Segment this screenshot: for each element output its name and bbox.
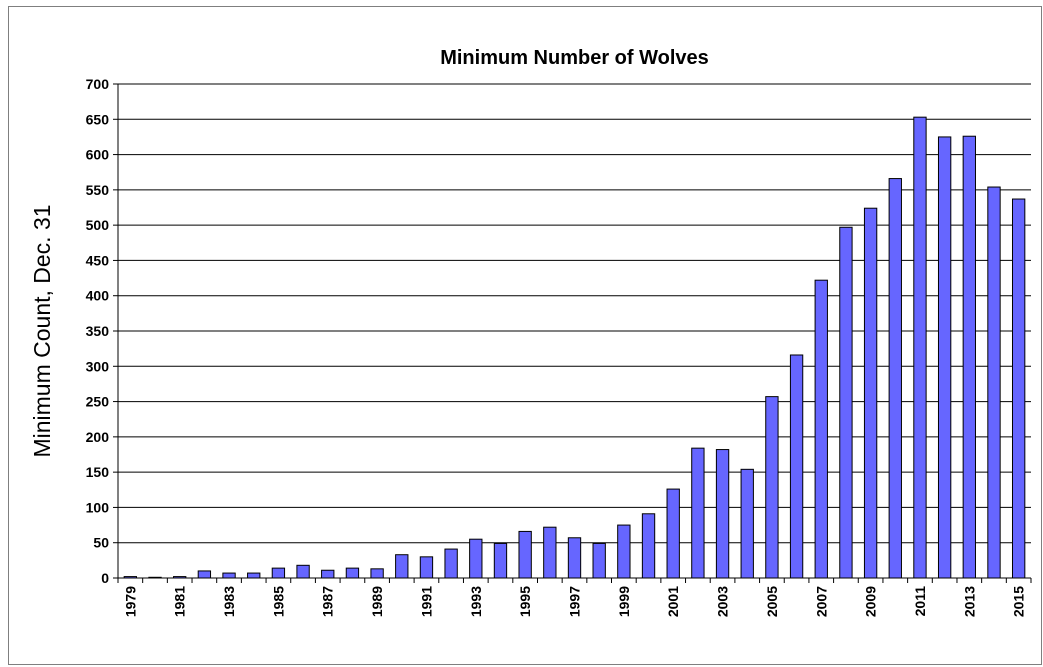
bar-2009 — [863, 207, 878, 579]
y-tick-labels: 0 50 100 150 200 250 300 350 400 450 500 550 600 650 7… — [86, 76, 110, 586]
bar-2004 — [740, 468, 754, 579]
y-tick-label: 350 — [86, 323, 110, 339]
bar-1983 — [222, 572, 236, 579]
y-tick-label: 500 — [86, 217, 110, 233]
y-tick-label: 0 — [101, 570, 109, 586]
bar-2002 — [691, 447, 705, 579]
x-tick-label: 1979 — [122, 586, 138, 617]
x-tick-label: 2015 — [1011, 586, 1027, 617]
bar-1999 — [617, 524, 631, 579]
y-axis-label: Minimum Count, Dec. 31 — [29, 204, 55, 457]
bar-1990 — [395, 554, 409, 579]
bar-1984 — [247, 572, 261, 579]
x-tick-label: 1989 — [369, 586, 385, 617]
x-tick-label: 2013 — [961, 586, 977, 617]
bar-2007 — [814, 279, 828, 579]
bar-2010 — [888, 178, 902, 579]
x-tick-label: 1991 — [418, 586, 434, 617]
bar-2014 — [987, 186, 1001, 579]
y-tick-label: 200 — [86, 429, 110, 445]
x-tick-label: 1981 — [172, 586, 188, 617]
x-tick-label: 1997 — [567, 586, 583, 617]
bar-1985 — [271, 567, 286, 579]
y-tick-label: 650 — [86, 111, 110, 127]
bar-1987 — [321, 569, 335, 579]
bar-1994 — [493, 542, 508, 579]
x-tick-label: 1983 — [221, 586, 237, 617]
y-tick-label: 400 — [86, 288, 110, 304]
x-tick-label: 2011 — [912, 586, 928, 617]
bar-2011 — [913, 116, 927, 579]
bar-1995 — [518, 530, 532, 579]
bar-1993 — [469, 538, 483, 579]
bar-1996 — [543, 526, 557, 579]
x-tick-label: 1985 — [270, 586, 286, 617]
bar-2012 — [937, 136, 952, 579]
x-tick-label: 1995 — [517, 586, 533, 617]
bar-2005 — [765, 396, 779, 579]
gridlines — [118, 83, 1031, 544]
x-tick-label: 1999 — [616, 586, 632, 617]
axes — [113, 83, 1032, 583]
bars — [123, 116, 1026, 579]
y-tick-label: 150 — [86, 464, 110, 480]
y-tick-label: 600 — [86, 147, 110, 163]
y-tick-label: 700 — [86, 76, 110, 92]
y-tick-label: 250 — [86, 394, 110, 410]
bar-2000 — [641, 513, 656, 579]
bar-1991 — [419, 556, 434, 579]
x-tick-label: 2007 — [813, 586, 829, 617]
y-tick-label: 550 — [86, 182, 110, 198]
chart-title: Minimum Number of Wolves — [440, 47, 709, 69]
x-tick-label: 2005 — [764, 586, 780, 617]
bar-2013 — [962, 135, 976, 579]
x-tick-label: 1987 — [320, 586, 336, 617]
y-tick-label: 300 — [86, 358, 110, 374]
bar-1989 — [370, 568, 384, 579]
bar-1982 — [197, 570, 212, 579]
y-tick-label: 50 — [93, 535, 109, 551]
x-tick-label: 2009 — [863, 586, 879, 617]
y-tick-label: 450 — [86, 252, 110, 268]
bar-1998 — [592, 542, 606, 579]
bar-1992 — [444, 548, 458, 579]
y-tick-label: 100 — [86, 499, 110, 515]
bar-2015 — [1011, 198, 1026, 579]
x-tick-label: 1993 — [468, 586, 484, 617]
x-tick-label: 2003 — [715, 586, 731, 617]
x-tick-labels: 1979 1981 1983 1985 1987 1989 1991 1993 1995 1997… — [122, 586, 1026, 617]
bar-2003 — [715, 449, 730, 579]
bar-2001 — [666, 488, 680, 579]
bar-2008 — [839, 226, 853, 579]
bar-1988 — [345, 567, 360, 579]
bar-1986 — [296, 564, 310, 579]
bar-2006 — [789, 354, 804, 579]
x-tick-label: 2001 — [665, 586, 681, 617]
bar-1997 — [567, 537, 582, 579]
